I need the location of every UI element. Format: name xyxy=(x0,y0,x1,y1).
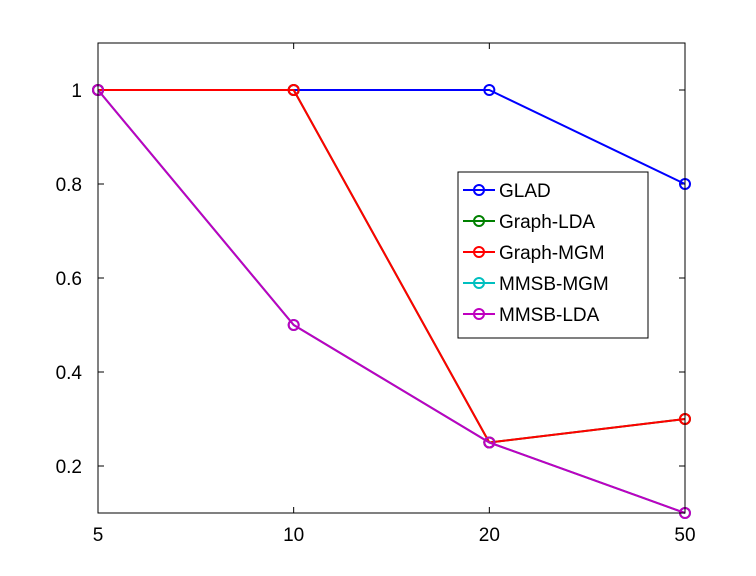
data-point xyxy=(483,436,496,449)
legend-item: MMSB-MGM xyxy=(463,274,609,295)
legend-item: MMSB-LDA xyxy=(463,305,600,326)
y-tick-label: 0.2 xyxy=(56,457,82,478)
legend-swatch-marker xyxy=(473,308,485,320)
series-line xyxy=(98,89,686,444)
ticks-layer: 5 10 20 50 0.2 0.4 0.6 0.8 1 xyxy=(56,43,696,546)
legend-label: Graph-LDA xyxy=(499,212,595,233)
legend-label: GLAD xyxy=(499,181,551,202)
y-tick-label: 0.6 xyxy=(56,269,82,290)
y-tick-label: 1 xyxy=(71,81,82,102)
legend-swatch-marker xyxy=(473,215,485,227)
legend-swatch-marker xyxy=(473,277,485,289)
legend-label: Graph-MGM xyxy=(499,243,605,264)
legend-swatch-marker xyxy=(473,246,485,258)
legend-item: GLAD xyxy=(463,181,551,202)
data-point xyxy=(483,84,496,96)
x-tick-label: 20 xyxy=(479,525,500,546)
x-tick-label: 10 xyxy=(283,525,304,546)
plot-frame xyxy=(97,42,686,514)
legend-item: Graph-MGM xyxy=(463,243,605,264)
legend-label: MMSB-LDA xyxy=(499,305,600,326)
legend-swatch-marker xyxy=(473,184,485,196)
y-tick-label: 0.8 xyxy=(56,175,82,196)
legend: GLAD Graph-LDA Graph-MGM MMSB-MGM MMSB-LDA xyxy=(457,171,649,339)
x-tick-label: 50 xyxy=(674,525,695,546)
series-layer xyxy=(92,84,691,519)
series-line xyxy=(97,89,686,514)
data-point xyxy=(287,319,300,331)
legend-box xyxy=(457,171,649,339)
x-tick-label: 5 xyxy=(93,525,104,546)
data-point xyxy=(287,84,300,96)
y-tick-label: 0.4 xyxy=(56,363,83,384)
legend-label: MMSB-MGM xyxy=(499,274,609,295)
legend-item: Graph-LDA xyxy=(463,212,595,233)
